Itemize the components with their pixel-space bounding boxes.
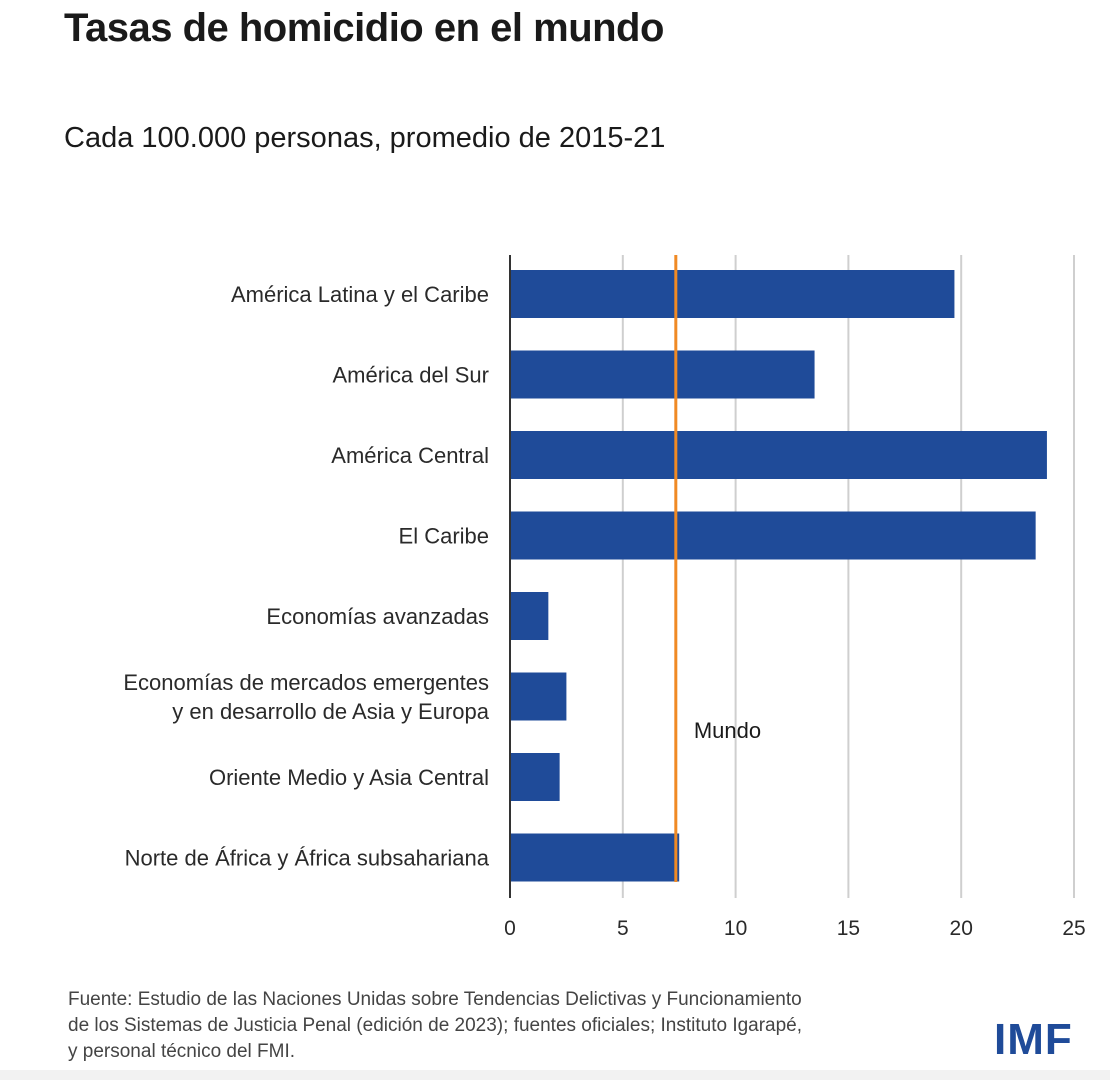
imf-logo: IMF xyxy=(994,1015,1073,1064)
category-label: Oriente Medio y Asia Central xyxy=(209,765,489,790)
x-tick-label: 20 xyxy=(950,917,973,940)
bar-chart: Mundo América Latina y el CaribeAmérica … xyxy=(123,255,1086,940)
category-label: América del Sur xyxy=(332,363,489,388)
source-line: de los Sistemas de Justicia Penal (edici… xyxy=(68,1015,803,1036)
bar xyxy=(510,350,815,399)
bar xyxy=(510,592,549,640)
bar xyxy=(510,672,567,721)
category-label: América Central xyxy=(331,443,489,468)
bar xyxy=(510,431,1047,479)
bar xyxy=(510,511,1036,560)
source-line: Fuente: Estudio de las Naciones Unidas s… xyxy=(68,989,802,1010)
reference-line-group: Mundo xyxy=(674,255,761,882)
category-label: Economías de mercados emergentes y en des… xyxy=(123,670,489,724)
category-label: América Latina y el Caribe xyxy=(231,282,489,307)
bar xyxy=(510,753,560,801)
bar xyxy=(510,270,955,318)
x-tick-label: 10 xyxy=(724,917,747,940)
category-labels: América Latina y el Caribe América del Su… xyxy=(123,282,489,871)
source-note: Fuente: Estudio de las Naciones Unidas s… xyxy=(68,987,968,1065)
source-line: y personal técnico del FMI. xyxy=(68,1041,296,1062)
x-tick-labels: 0 5 10 15 20 25 xyxy=(504,917,1086,940)
bars xyxy=(510,270,1047,882)
chart-title: Tasas de homicidio en el mundo xyxy=(64,6,664,50)
bar xyxy=(510,833,680,882)
category-label: Economías avanzadas xyxy=(266,604,489,629)
x-tick-label: 5 xyxy=(617,917,629,940)
x-tick-label: 15 xyxy=(837,917,860,940)
category-label: Norte de África y África subsahariana xyxy=(125,846,490,871)
chart-subtitle: Cada 100.000 personas, promedio de 2015-… xyxy=(64,122,666,154)
reference-line-label: Mundo xyxy=(694,718,761,743)
footer-strip xyxy=(0,1070,1110,1080)
category-label: El Caribe xyxy=(399,524,489,549)
x-tick-label: 0 xyxy=(504,917,516,940)
x-tick-label: 25 xyxy=(1062,917,1085,940)
